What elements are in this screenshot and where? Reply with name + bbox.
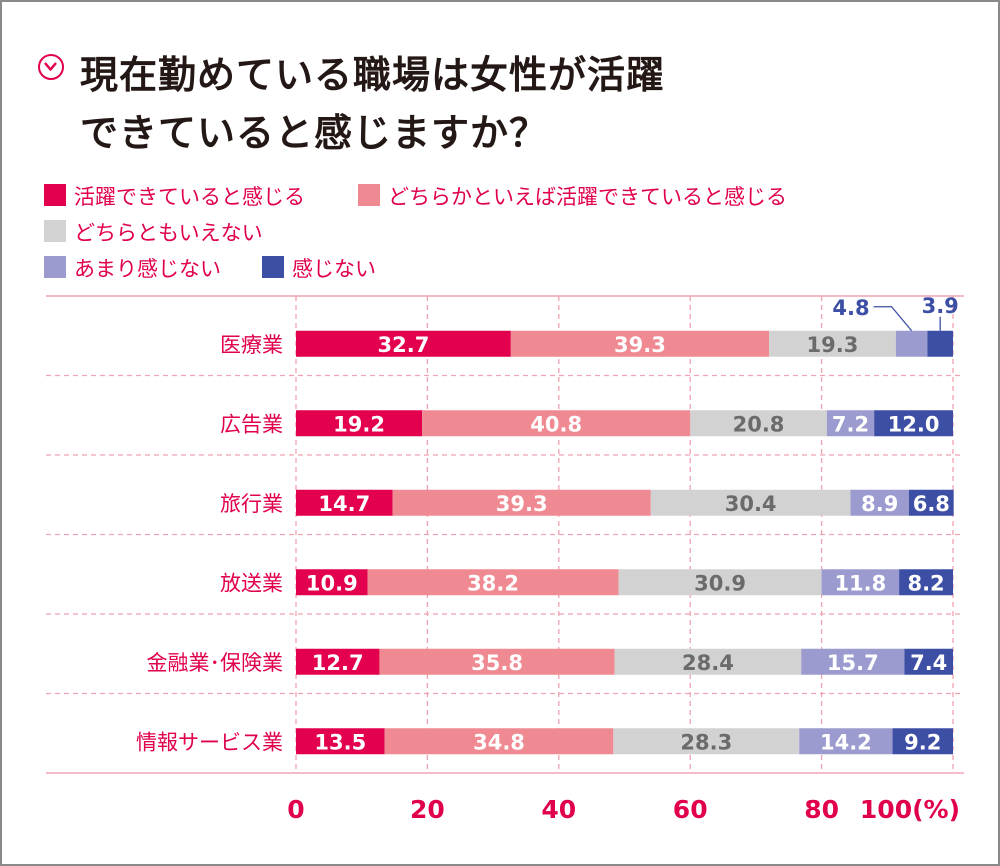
bar-segment — [618, 569, 822, 596]
bar-segment — [895, 330, 928, 357]
data-label: 39.3 — [614, 333, 666, 357]
legend-swatch-strongly-feel — [44, 184, 66, 206]
data-label: 20.8 — [733, 412, 785, 436]
legend-swatch-do-not-feel — [262, 256, 284, 278]
data-label: 7.4 — [910, 651, 947, 675]
data-label: 10.9 — [306, 571, 358, 595]
data-label: 9.2 — [904, 730, 941, 754]
data-label: 19.3 — [807, 333, 859, 357]
bar-segment — [874, 410, 953, 437]
category-label: 放送業 — [220, 571, 283, 595]
category-label: 旅行業 — [220, 492, 283, 516]
legend-label-neutral: どちらともいえない — [74, 221, 263, 245]
bar-segment — [614, 648, 802, 675]
bar-segment — [296, 330, 511, 357]
data-label: 7.2 — [832, 412, 869, 436]
bar-segment — [927, 330, 953, 357]
category-label: 情報サービス業 — [136, 730, 283, 754]
bar-segment — [422, 410, 691, 437]
bar-segment — [296, 410, 423, 437]
data-label: 35.8 — [471, 651, 523, 675]
bar-segment — [384, 728, 614, 755]
data-label: 12.0 — [888, 412, 940, 436]
data-label: 19.2 — [333, 412, 385, 436]
legend-swatch-neutral — [44, 220, 66, 242]
bar-segment — [296, 728, 385, 755]
x-tick-label: 100(%) — [860, 795, 960, 824]
category-label: 広告業 — [220, 412, 283, 436]
data-label: 3.9 — [922, 294, 959, 318]
legend-label-not-really: あまり感じない — [74, 257, 221, 281]
data-label: 14.7 — [318, 492, 370, 516]
legend-swatch-not-really — [44, 256, 66, 278]
data-label: 11.8 — [834, 571, 886, 595]
x-tick-label: 20 — [410, 795, 445, 824]
legend-label-do-not-feel: 感じない — [292, 257, 376, 281]
x-tick-label: 40 — [541, 795, 576, 824]
bar-segment — [296, 648, 380, 675]
data-label: 38.2 — [467, 571, 519, 595]
data-label: 13.5 — [314, 730, 366, 754]
callout-leader-line — [873, 306, 913, 332]
bar-segment — [690, 410, 827, 437]
chart-title-line-1: 現在勤めている職場は女性が活躍 — [80, 53, 666, 97]
data-label: 15.7 — [827, 651, 879, 675]
legend-swatch-somewhat-feel — [358, 184, 380, 206]
data-label: 8.2 — [907, 571, 944, 595]
x-tick-label: 80 — [804, 795, 839, 824]
bar-segment — [769, 330, 896, 357]
bar-segment — [613, 728, 800, 755]
bar-segment — [801, 648, 905, 675]
data-label: 14.2 — [820, 730, 872, 754]
legend-label-somewhat-feel: どちらかといえば活躍できていると感じる — [388, 185, 787, 209]
data-label: 40.8 — [530, 412, 582, 436]
data-label: 39.3 — [496, 492, 548, 516]
data-label: 6.8 — [913, 492, 950, 516]
bar-segment — [821, 569, 900, 596]
circled-down-chevron-icon — [38, 54, 64, 80]
data-label: 32.7 — [378, 333, 430, 357]
bar-segment — [296, 489, 393, 516]
legend-label-strongly-feel: 活躍できていると感じる — [74, 185, 305, 209]
bar-segment — [379, 648, 615, 675]
bar-segment — [296, 569, 368, 596]
data-label: 30.9 — [694, 571, 746, 595]
data-label: 8.9 — [861, 492, 898, 516]
data-label: 28.4 — [682, 651, 734, 675]
category-label: 医療業 — [220, 333, 283, 357]
bar-segment — [650, 489, 851, 516]
bar-segment — [850, 489, 909, 516]
category-label: 金融業･保険業 — [147, 651, 284, 675]
bar-segment — [904, 648, 953, 675]
data-label: 34.8 — [473, 730, 525, 754]
bar-segment — [899, 569, 953, 596]
bar-segment — [510, 330, 770, 357]
data-label: 28.3 — [680, 730, 732, 754]
bar-segment — [908, 489, 954, 516]
bar-segment — [826, 410, 875, 437]
bar-segment — [892, 728, 953, 755]
x-tick-label: 60 — [673, 795, 708, 824]
bar-segment — [367, 569, 619, 596]
data-label: 12.7 — [312, 651, 364, 675]
chart-title-line-2: できていると感じますか？ — [80, 111, 549, 155]
bar-segment — [799, 728, 893, 755]
x-tick-label: 0 — [287, 795, 304, 824]
data-label: 4.8 — [832, 296, 869, 320]
bar-segment — [392, 489, 651, 516]
data-label: 30.4 — [725, 492, 777, 516]
